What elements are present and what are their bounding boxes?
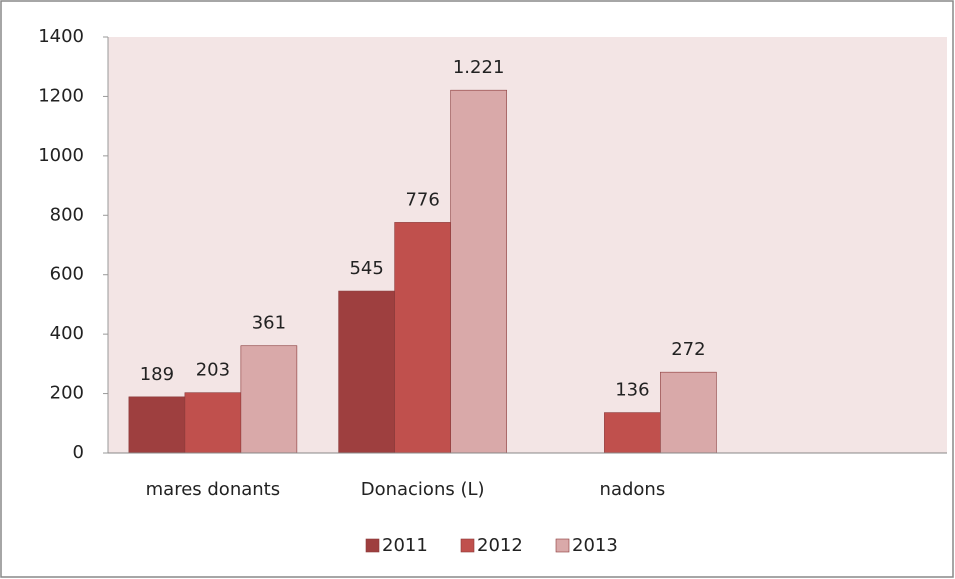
legend-swatch [460,538,475,553]
legend-label: 2013 [572,535,618,556]
data-label: 272 [671,339,705,360]
y-tick-label: 0 [73,442,84,463]
data-label: 545 [349,258,383,279]
y-tick-label: 200 [50,383,84,404]
data-label: 136 [615,380,649,401]
bar [184,392,242,454]
data-label: 776 [405,189,439,210]
legend-swatch [365,538,380,553]
bar [128,396,186,454]
legend-label: 2012 [477,535,523,556]
y-tick-label: 1200 [38,85,84,106]
legend-swatch [555,538,570,553]
y-tick-label: 1400 [38,26,84,47]
x-tick-label: nadons [600,479,666,500]
data-label: 361 [252,313,286,334]
bar [394,222,451,454]
y-tick-label: 400 [50,323,84,344]
bar [660,371,717,454]
bar [338,290,395,454]
data-label: 189 [140,364,174,385]
x-tick-label: Donacions (L) [361,479,485,500]
bar [450,89,507,454]
bar [604,412,661,454]
data-label: 203 [196,360,230,381]
x-tick-label: mares donants [146,479,280,500]
plot-area [108,37,947,453]
y-tick-label: 800 [50,204,84,225]
legend-label: 2011 [382,535,428,556]
y-tick-label: 600 [50,264,84,285]
y-tick-label: 1000 [38,145,84,166]
bar [240,345,298,454]
data-label: 1.221 [453,57,505,78]
